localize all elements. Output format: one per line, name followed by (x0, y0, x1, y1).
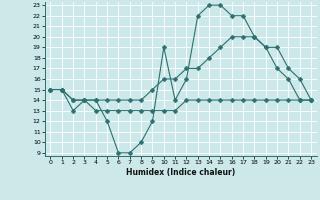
X-axis label: Humidex (Indice chaleur): Humidex (Indice chaleur) (126, 168, 236, 177)
